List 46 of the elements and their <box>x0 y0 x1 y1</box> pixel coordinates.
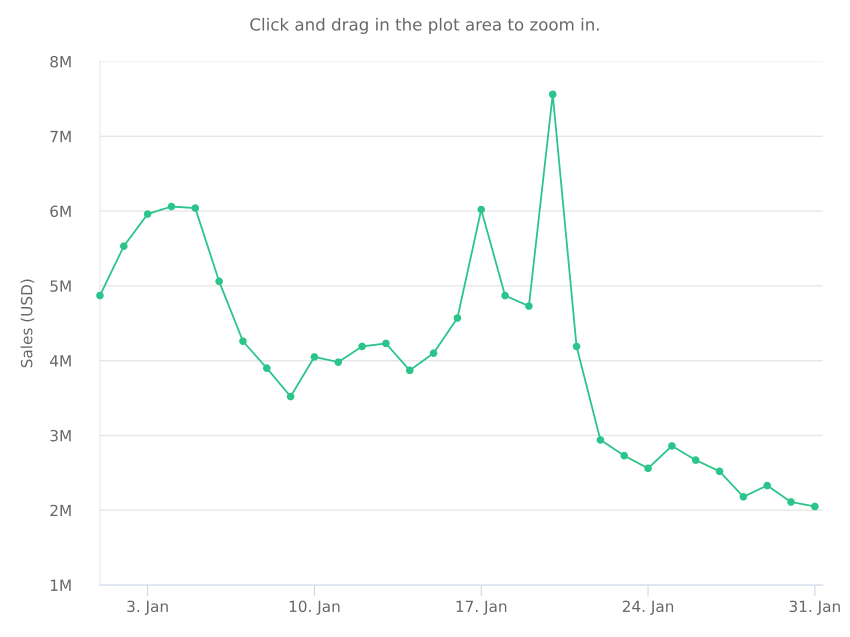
point <box>692 456 700 464</box>
point <box>239 337 247 346</box>
point <box>763 482 772 490</box>
point <box>477 206 486 214</box>
x-tick-label: 17. Jan <box>456 600 506 615</box>
point <box>120 242 128 250</box>
x-tick-label: 31. Jan <box>790 600 840 615</box>
point <box>811 502 819 510</box>
point <box>262 364 271 372</box>
y-tick-label: 3M <box>50 430 71 442</box>
point <box>382 340 390 348</box>
point <box>168 202 176 210</box>
point <box>787 498 795 506</box>
point <box>454 314 462 322</box>
point <box>310 353 318 361</box>
point <box>406 366 414 374</box>
y-tick-label: 1M <box>50 580 71 591</box>
point <box>596 436 604 444</box>
y-tick-label: 7M <box>50 130 71 142</box>
point <box>501 292 509 300</box>
y-axis-title: Sales (USD) <box>20 280 34 368</box>
point <box>525 302 533 310</box>
chart-subtitle: Click and drag in the plot area to zoom in. <box>250 18 599 34</box>
point <box>620 452 628 460</box>
y-tick-label: 6M <box>50 206 71 218</box>
point <box>668 442 676 450</box>
x-tick-label: 10. Jan <box>290 600 340 615</box>
point <box>191 204 200 212</box>
x-tick-label: 3. Jan <box>127 600 168 615</box>
point <box>358 342 366 350</box>
y-tick-label: 5M <box>50 280 71 292</box>
point <box>644 464 652 472</box>
point <box>215 278 223 286</box>
point <box>716 468 724 476</box>
y-tick-label: 8M <box>50 56 71 68</box>
y-tick-label: 4M <box>50 355 71 366</box>
point <box>572 342 580 350</box>
point <box>740 492 748 501</box>
point <box>286 392 294 400</box>
point <box>334 358 342 366</box>
y-tick-label: 2M <box>50 504 71 516</box>
point <box>430 349 438 357</box>
point <box>548 90 557 98</box>
point <box>144 210 152 218</box>
point <box>96 292 104 300</box>
x-tick-label: 24. Jan <box>622 600 674 615</box>
